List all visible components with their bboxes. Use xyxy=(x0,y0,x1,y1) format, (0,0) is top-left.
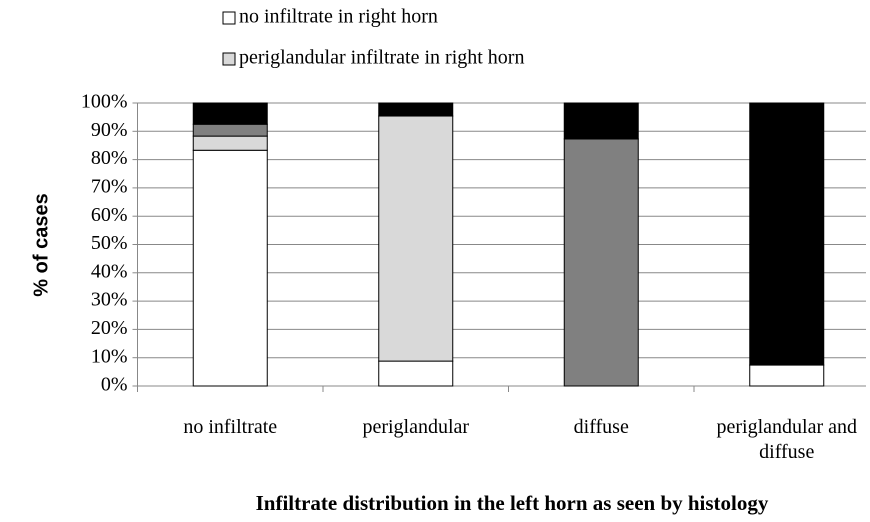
y-tick-label: 60% xyxy=(91,204,128,226)
legend-swatch xyxy=(222,52,236,66)
y-tick-label: 10% xyxy=(91,345,128,367)
legend-label: no infiltrate in right horn xyxy=(239,6,438,28)
bar-segment xyxy=(563,138,639,387)
bar-segment xyxy=(749,102,825,366)
y-tick-label: 70% xyxy=(91,175,128,197)
x-tick-label: periglandular and diffuse xyxy=(716,416,858,463)
y-tick-label: 50% xyxy=(91,232,128,254)
y-tick-label: 20% xyxy=(91,317,128,339)
x-tick-label: periglandular xyxy=(362,416,470,438)
y-tick-label: 80% xyxy=(91,147,128,169)
y-tick-label: 40% xyxy=(91,260,128,282)
y-tick-label: 90% xyxy=(91,119,128,141)
x-axis-title: Infiltrate distribution in the left horn… xyxy=(256,491,769,515)
bar-segment xyxy=(378,102,454,117)
legend-swatch xyxy=(222,11,236,25)
bar-segment xyxy=(378,115,454,362)
bar-segment xyxy=(192,149,268,387)
bar-segment xyxy=(749,364,825,387)
bar-segment xyxy=(192,102,268,125)
x-tick-label: diffuse xyxy=(573,416,629,438)
x-tick-label: no infiltrate xyxy=(183,416,278,438)
bar-segment xyxy=(378,360,454,387)
legend-label: periglandular infiltrate in right horn xyxy=(239,47,524,69)
bar-segment xyxy=(563,102,639,140)
bar-segment xyxy=(192,135,268,151)
y-tick-label: 30% xyxy=(91,289,128,311)
y-tick-label: 0% xyxy=(101,374,128,396)
y-tick-label: 100% xyxy=(81,91,128,113)
y-axis-title: % of cases xyxy=(30,193,52,296)
bar-segment xyxy=(192,123,268,137)
